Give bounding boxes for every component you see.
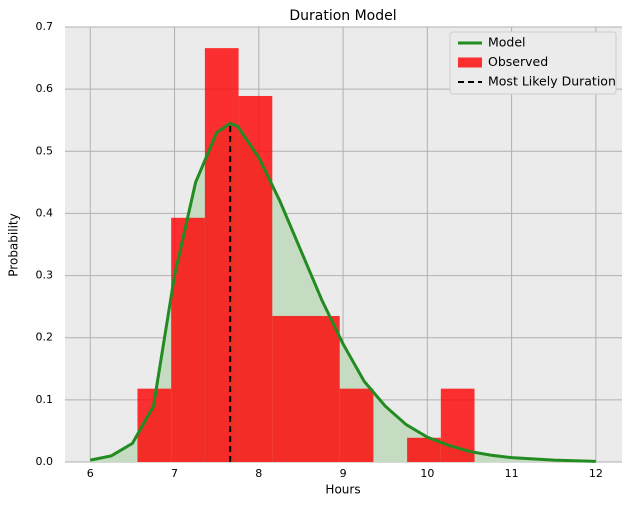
y-tick-label: 0.5	[36, 144, 54, 157]
x-tick-label: 7	[171, 467, 178, 480]
histogram-bar	[238, 95, 273, 462]
histogram-bar	[204, 48, 239, 462]
x-tick-label: 6	[87, 467, 94, 480]
y-tick-label: 0.6	[36, 82, 54, 95]
y-tick-label: 0.2	[36, 331, 54, 344]
legend-label: Model	[488, 35, 526, 50]
y-axis-label: Probability	[7, 213, 21, 276]
y-tick-label: 0.1	[36, 393, 54, 406]
histogram-bar	[339, 388, 374, 462]
histogram-bar	[272, 315, 307, 462]
legend-box	[449, 31, 617, 95]
x-tick-label: 12	[589, 467, 603, 480]
x-tick-label: 9	[340, 467, 347, 480]
y-tick-label: 0.0	[36, 455, 54, 468]
legend-label: Observed	[488, 54, 548, 69]
histogram-bar	[306, 315, 340, 462]
x-tick-label: 8	[255, 467, 262, 480]
y-tick-label: 0.7	[36, 20, 54, 33]
x-tick-label: 10	[420, 467, 434, 480]
legend-swatch	[458, 57, 482, 68]
chart-title: Duration Model	[289, 8, 396, 24]
x-axis-label: Hours	[325, 483, 360, 497]
histogram-bar	[171, 217, 205, 462]
y-tick-label: 0.3	[36, 269, 54, 282]
x-tick-label: 11	[505, 467, 519, 480]
model-line	[89, 121, 596, 463]
histogram-bar	[407, 437, 441, 462]
y-tick-label: 0.4	[36, 206, 54, 219]
legend-label: Most Likely Duration	[488, 74, 616, 89]
